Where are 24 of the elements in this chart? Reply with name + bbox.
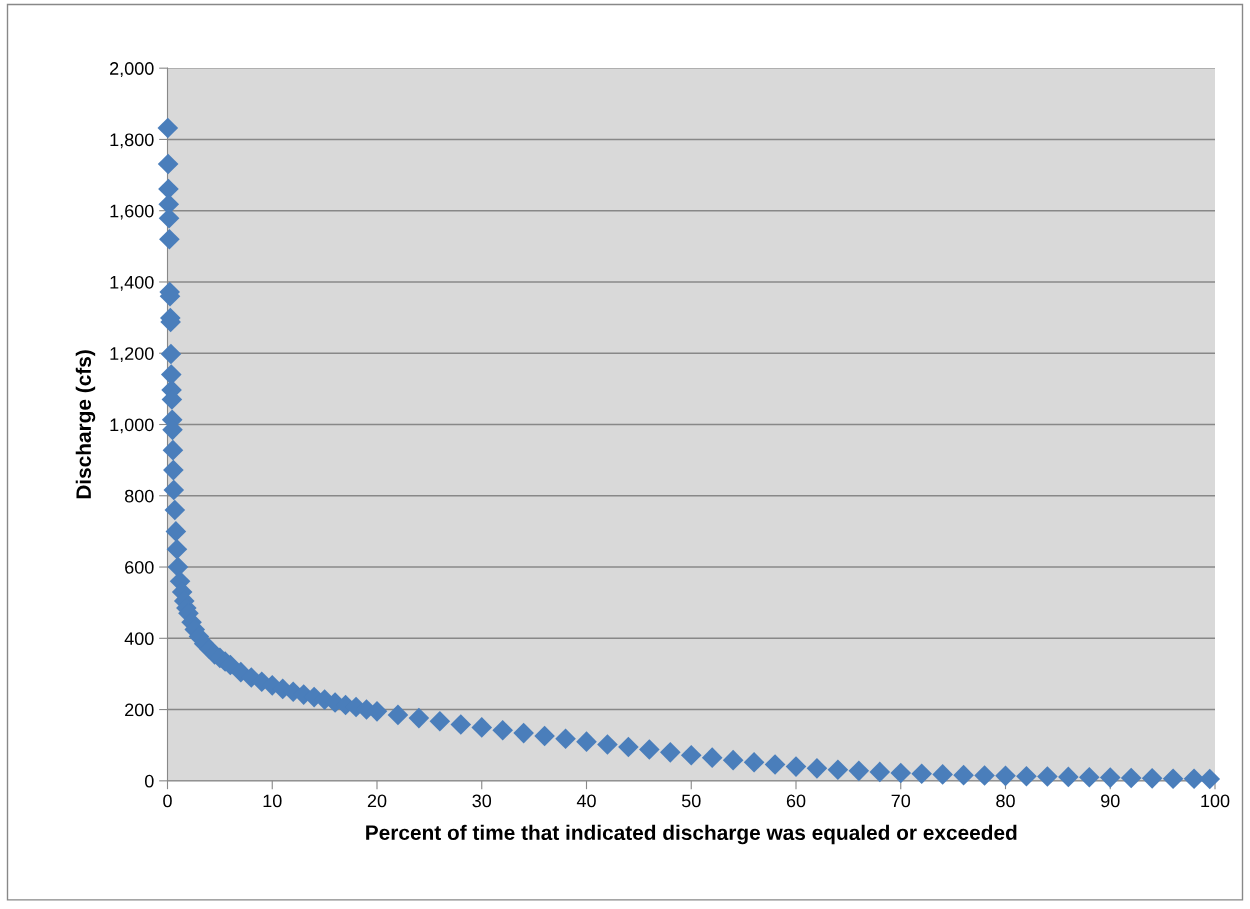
y-tick-label: 2,000 — [110, 62, 154, 78]
x-tick-label: 0 — [163, 794, 172, 808]
x-tick-label: 80 — [996, 794, 1015, 808]
y-tick-label: 1,000 — [110, 418, 154, 434]
x-axis-title: Percent of time that indicated discharge was equaled or exceeded — [366, 824, 1017, 845]
x-tick-label: 30 — [472, 794, 492, 808]
x-tick-label: 10 — [263, 794, 282, 808]
y-tick-label: 0 — [144, 774, 154, 788]
y-axis-title: Discharge (cfs) — [75, 350, 96, 499]
y-tick-label: 1,200 — [110, 347, 154, 363]
y-tick-label: 400 — [124, 632, 154, 646]
x-tick-label: 100 — [1201, 794, 1230, 808]
x-tick-label: 60 — [786, 794, 806, 808]
x-tick-label: 20 — [367, 794, 387, 808]
y-tick-label: 1,600 — [110, 204, 154, 220]
x-tick-label: 50 — [681, 794, 701, 808]
y-tick-label: 1,400 — [110, 275, 154, 291]
x-tick-label: 90 — [1101, 794, 1120, 808]
y-tick-label: 800 — [124, 489, 154, 503]
y-tick-label: 600 — [125, 560, 154, 574]
y-tick-label: 1,800 — [110, 133, 154, 149]
x-tick-label: 40 — [576, 794, 596, 808]
x-tick-label: 70 — [891, 794, 911, 808]
y-tick-label: 200 — [125, 703, 154, 717]
